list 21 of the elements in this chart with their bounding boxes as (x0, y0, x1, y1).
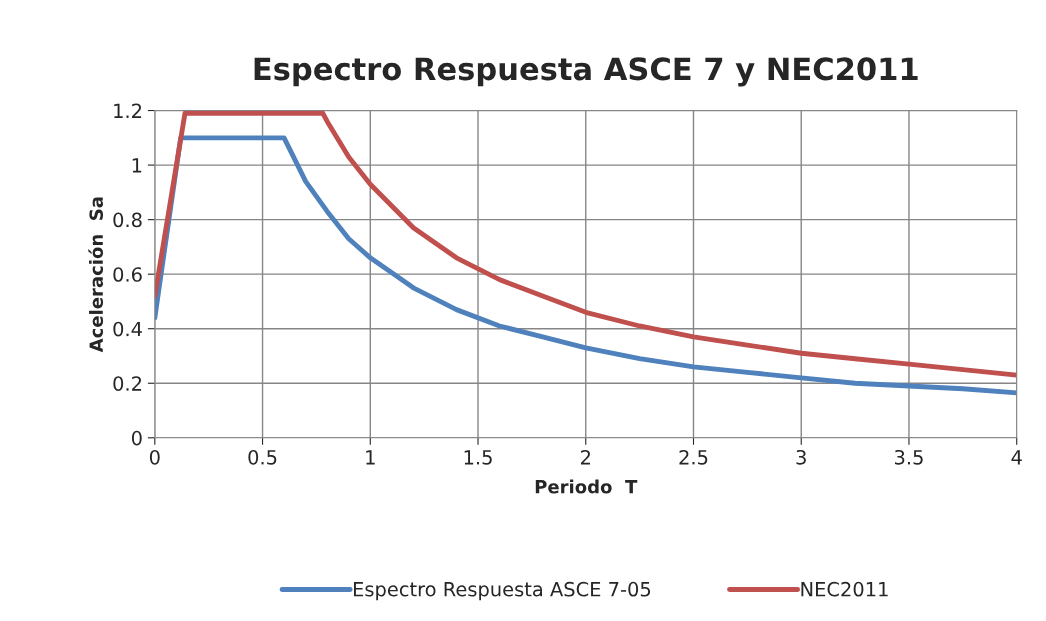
y-tick-label: 0.4 (113, 321, 142, 337)
x-tick-label: 2.5 (679, 449, 708, 465)
x-tick-label: 1.5 (464, 450, 492, 465)
x-tick-label: 2 (581, 449, 590, 465)
y-tick-label: 0.6 (113, 267, 142, 282)
chart-title: Espectro Respuesta ASCE 7 y NEC2011 (254, 57, 918, 87)
x-tick-label: 0.5 (248, 449, 277, 465)
y-tick-label: 0 (131, 430, 142, 446)
x-tick-label: 3 (796, 449, 806, 465)
y-tick-label: 0.2 (113, 376, 142, 391)
y-tick-label: 1.2 (114, 103, 142, 118)
legend-label: NEC2011 (801, 581, 888, 597)
y-axis-title: Aceleración Sa (88, 197, 104, 353)
x-tick-label: 1 (366, 450, 375, 465)
legend-label: Espectro Respuesta ASCE 7-05 (353, 581, 651, 601)
x-tick-label: 3.5 (895, 449, 923, 465)
x-tick-label: 0 (149, 449, 160, 465)
x-axis-title: Periodo T (535, 479, 638, 494)
x-tick-label: 4 (1011, 450, 1022, 465)
y-tick-label: 0.8 (113, 212, 142, 228)
y-tick-label: 1 (132, 158, 142, 173)
